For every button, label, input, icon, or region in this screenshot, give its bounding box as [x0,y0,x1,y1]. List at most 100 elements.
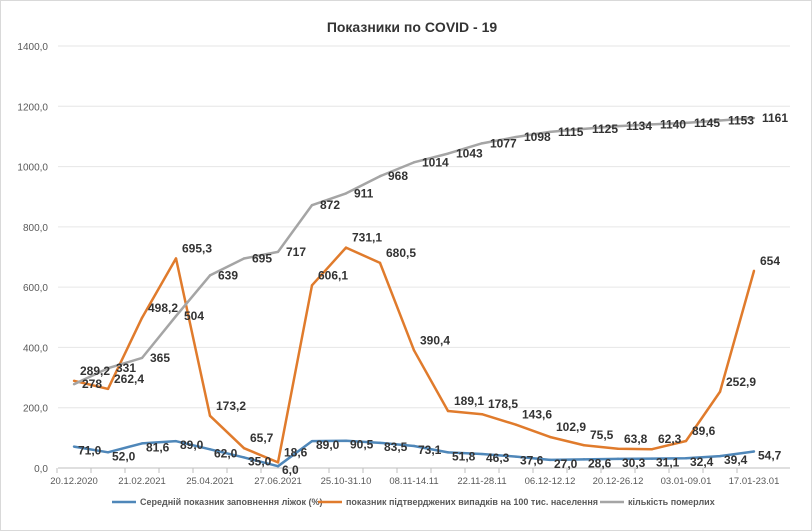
legend-label: показник підтверджених випадків на 100 т… [346,497,598,507]
data-point [72,379,76,383]
y-tick-label: 800,0 [23,223,48,234]
data-label: 32,4 [690,455,714,469]
data-point [412,444,416,448]
series-line-1 [73,246,756,464]
data-label: 89,0 [316,438,340,452]
data-point [446,152,450,155]
data-point [344,192,348,195]
data-point [72,445,76,448]
data-point [514,135,518,139]
data-point [174,439,178,443]
data-point [310,284,314,287]
data-label: 65,7 [250,431,274,445]
x-tick-label: 25.04.2021 [186,476,234,487]
data-point [446,409,450,413]
data-label: 6,0 [282,463,299,477]
data-point [582,127,586,131]
x-tick-label: 25.10-31.10 [321,476,372,487]
data-point [650,123,654,126]
data-point [208,274,212,277]
data-label: 143,6 [522,408,552,422]
data-label: 1145 [694,116,720,130]
data-point [208,448,212,451]
data-label: 390,4 [420,333,450,347]
data-label: 968 [388,169,408,183]
data-label: 1134 [626,119,652,133]
y-tick-label: 600,0 [23,283,48,294]
data-label: 680,5 [386,246,416,260]
data-point [514,455,518,458]
data-label: 39,4 [724,453,748,467]
data-label: 639 [218,268,238,282]
data-label: 695 [252,252,272,266]
data-point [446,451,450,454]
data-point [140,442,144,445]
data-label: 90,5 [350,438,374,452]
x-tick-label: 03.01-09.01 [661,476,712,487]
x-tick-label: 22.11-28.11 [457,476,506,487]
data-label: 252,9 [726,375,756,389]
data-label: 63,8 [624,432,648,446]
series-line-0 [73,439,755,468]
data-label: 37,6 [520,454,544,468]
x-tick-label: 21.02.2021 [118,476,166,487]
data-point [548,458,552,462]
data-point [582,444,586,447]
legend-label: кількість померлих [628,497,715,507]
data-point [242,257,246,260]
data-label: 51,8 [452,449,476,463]
data-label: 695,3 [182,241,212,255]
data-point [140,356,144,360]
data-label: 1077 [490,136,517,150]
data-label: 1140 [660,117,686,131]
data-label: 872 [320,198,340,212]
data-point [378,441,382,445]
data-point [684,121,688,125]
data-label: 178,5 [488,397,518,411]
data-point [242,456,246,459]
data-point [310,203,314,207]
data-point [412,349,416,352]
data-point [276,464,280,468]
x-tick-label: 08.11-14.11 [389,476,438,487]
data-label: 606,1 [318,268,348,282]
data-point [650,457,654,460]
data-point [480,142,484,145]
data-label: 81,6 [146,440,170,454]
data-label: 83,5 [384,440,408,454]
data-point [718,454,722,458]
data-label: 62,0 [214,446,238,460]
data-label: 35,0 [248,454,272,468]
x-tick-label: 20.12-26.12 [593,476,644,487]
y-tick-label: 0,0 [34,464,48,475]
data-label: 731,1 [352,231,382,245]
data-label: 75,5 [590,428,614,442]
data-label: 89,6 [692,424,716,438]
data-label: 1043 [456,147,483,161]
data-point [752,116,756,120]
data-label: 102,9 [556,420,586,434]
data-point [310,439,314,443]
data-label: 331 [116,361,136,375]
data-point [718,119,722,122]
data-label: 365 [150,351,170,365]
data-label: 504 [184,309,204,323]
data-point [242,446,246,450]
data-label: 89,0 [180,438,204,452]
data-point [616,447,620,450]
data-label: 52,0 [112,449,136,463]
data-label: 71,0 [78,444,102,458]
data-label: 62,3 [658,432,682,446]
data-label: 30,3 [622,456,646,470]
data-point [412,161,416,164]
data-point [480,412,484,416]
data-label: 278 [82,377,102,391]
data-label: 46,3 [486,451,510,465]
data-label: 654 [760,254,780,268]
data-point [616,457,620,461]
y-tick-label: 200,0 [23,404,48,415]
x-tick-label: 27.06.2021 [254,476,302,487]
data-point [174,257,178,260]
legend-label: Середній показник заповнення ліжок (%) [140,497,322,507]
